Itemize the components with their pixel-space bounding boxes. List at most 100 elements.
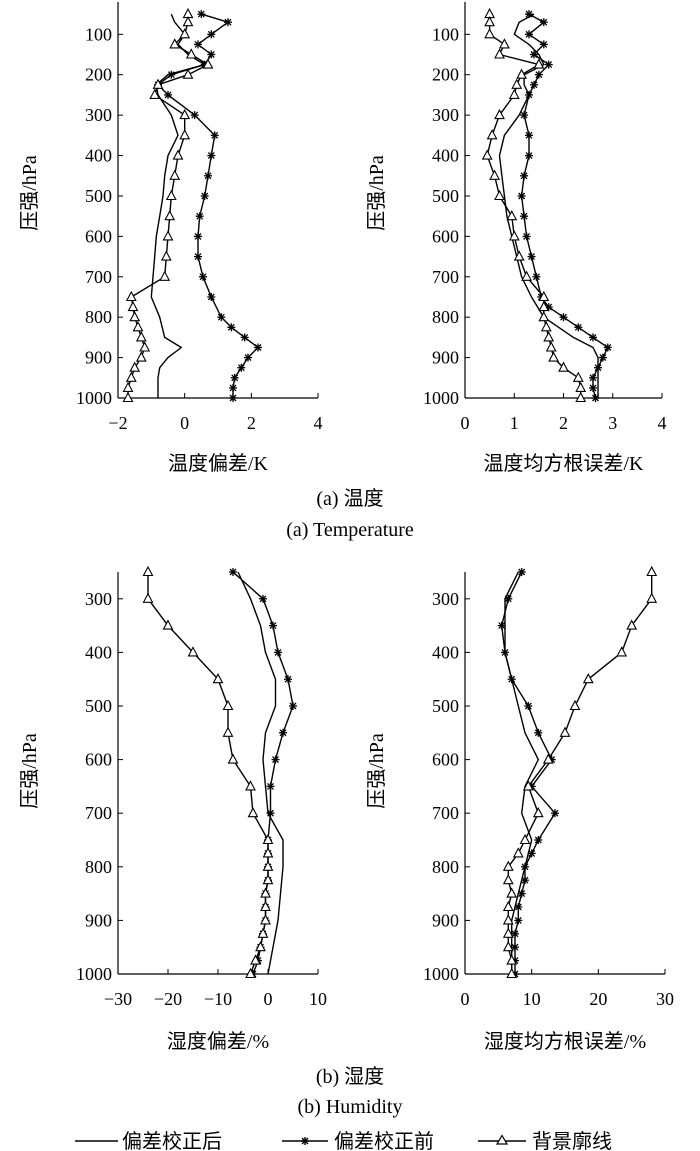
- y-tick-label: 1000: [423, 388, 459, 408]
- y-tick-label: 500: [432, 696, 459, 716]
- data-point-triangle: [626, 619, 638, 630]
- x-tick-label: −20: [154, 989, 182, 1009]
- y-tick-label: 300: [85, 105, 112, 125]
- y-tick-label: 500: [432, 186, 459, 206]
- data-point-triangle: [142, 565, 154, 577]
- data-point-triangle: [533, 58, 545, 69]
- data-point-triangle: [222, 726, 234, 737]
- data-point-star: [517, 889, 526, 898]
- y-tick-label: 400: [85, 146, 112, 166]
- data-point-triangle: [506, 954, 518, 965]
- data-point-triangle: [127, 300, 139, 312]
- data-point-triangle: [538, 290, 550, 302]
- data-point-star: [240, 333, 249, 342]
- data-point-triangle: [159, 270, 171, 281]
- data-point-triangle: [185, 48, 197, 59]
- data-point-triangle: [245, 780, 256, 791]
- data-point-triangle: [494, 48, 505, 59]
- data-point-star: [224, 18, 232, 27]
- data-point-triangle: [250, 954, 261, 965]
- data-point-star: [525, 131, 533, 140]
- data-point-star: [522, 232, 531, 241]
- data-point-star: [190, 111, 199, 120]
- data-point-triangle: [502, 860, 514, 871]
- data-point-star: [230, 373, 239, 382]
- y-tick-label: 700: [432, 267, 459, 287]
- x-tick-label: 10: [309, 989, 327, 1009]
- y-tick-label: 700: [85, 267, 112, 287]
- data-point-triangle: [502, 941, 514, 952]
- x-tick-label: 2: [247, 413, 256, 433]
- data-point-triangle: [122, 381, 134, 392]
- data-point-triangle: [162, 619, 174, 630]
- data-point-star: [598, 353, 607, 362]
- x-axis-label: 湿度偏差/%: [167, 1030, 269, 1053]
- data-point-star: [244, 353, 252, 362]
- data-point-triangle: [511, 78, 523, 89]
- data-point-star: [534, 70, 543, 79]
- data-point-star: [521, 862, 529, 871]
- legend-marker-before: [301, 1137, 309, 1145]
- data-point-star: [271, 755, 280, 764]
- data-point-triangle: [262, 874, 274, 885]
- legend-label-background: 背景廓线: [532, 1130, 612, 1151]
- x-axis-label: 温度偏差/K: [168, 452, 269, 475]
- y-tick-label: 900: [432, 348, 459, 368]
- y-tick-label: 500: [85, 186, 112, 206]
- y-tick-label: 900: [432, 910, 459, 930]
- data-point-triangle: [247, 807, 259, 818]
- data-point-star: [524, 702, 533, 710]
- y-tick-label: 1000: [76, 964, 112, 984]
- data-point-triangle: [575, 381, 587, 392]
- data-point-star: [594, 363, 602, 372]
- data-point-star: [520, 171, 529, 180]
- x-tick-label: 10: [523, 989, 541, 1009]
- y-axis-label: 压强/hPa: [366, 155, 388, 231]
- caption-temperature-cn: (a) 温度: [316, 487, 383, 510]
- data-point-star: [497, 621, 506, 630]
- series-line-1: [520, 13, 609, 399]
- y-tick-label: 600: [432, 226, 459, 246]
- data-point-triangle: [519, 833, 531, 845]
- y-tick-label: 800: [432, 307, 459, 327]
- data-point-star: [511, 943, 519, 952]
- data-point-star: [266, 782, 275, 791]
- y-tick-label: 800: [85, 307, 112, 327]
- data-point-triangle: [169, 38, 181, 49]
- data-point-triangle: [182, 68, 194, 79]
- data-point-star: [520, 111, 529, 120]
- data-point-triangle: [572, 371, 584, 382]
- data-point-triangle: [646, 592, 658, 603]
- data-point-triangle: [129, 311, 141, 322]
- data-point-triangle: [182, 16, 194, 27]
- data-point-triangle: [125, 371, 137, 382]
- y-tick-label: 800: [85, 857, 112, 877]
- chart-hum-bias: 300 400 500 600 700 800 900 1000 −30 −20 −10 0 10 湿度偏…: [19, 565, 327, 1053]
- data-point-star: [539, 18, 548, 27]
- data-point-triangle: [260, 914, 271, 925]
- data-point-star: [217, 313, 226, 322]
- data-point-triangle: [165, 189, 177, 201]
- data-point-star: [259, 594, 267, 603]
- chart-temp-bias: 100 200 300 400 500 600 700 800 900 1000 −2 0 2 4 温度偏差…: [19, 2, 323, 475]
- data-point-star: [525, 10, 533, 19]
- data-point-star: [229, 568, 237, 576]
- x-tick-label: 0: [461, 989, 470, 1009]
- y-tick-label: 700: [432, 803, 459, 823]
- data-point-triangle: [262, 847, 274, 858]
- data-point-star: [284, 675, 292, 684]
- data-point-triangle: [245, 967, 256, 979]
- data-point-star: [229, 383, 237, 392]
- data-point-star: [207, 293, 216, 301]
- data-point-star: [200, 192, 209, 200]
- data-point-star: [164, 90, 172, 99]
- data-point-star: [589, 373, 597, 382]
- data-point-triangle: [558, 361, 569, 372]
- y-tick-label: 100: [432, 24, 459, 44]
- data-point-triangle: [494, 108, 505, 120]
- data-point-star: [530, 50, 538, 59]
- data-point-star: [269, 621, 277, 630]
- y-tick-label: 600: [432, 750, 459, 770]
- data-point-triangle: [135, 351, 147, 362]
- series-line-0: [504, 571, 539, 974]
